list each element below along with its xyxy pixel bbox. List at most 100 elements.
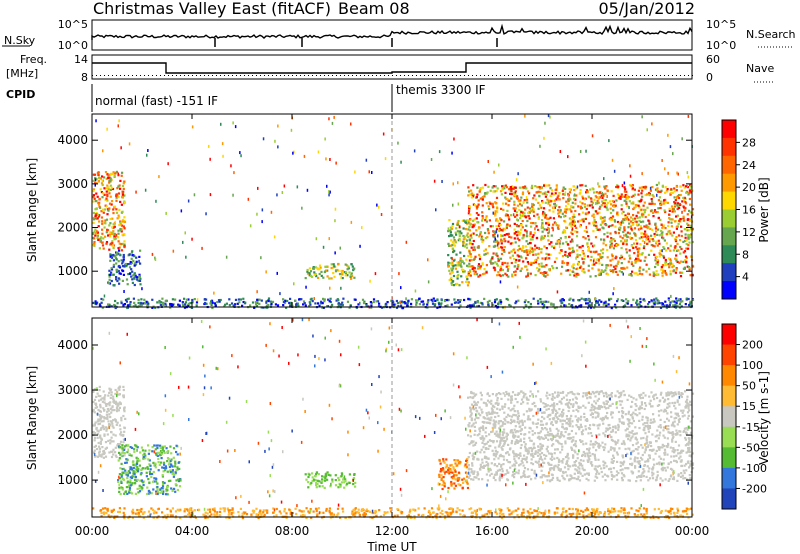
echo-cell (257, 516, 260, 520)
echo-cell (562, 299, 565, 302)
echo-cell (660, 268, 663, 271)
echo-cell (504, 196, 507, 199)
echo-cell (93, 449, 96, 452)
echo-cell (122, 253, 125, 257)
colorbar-tick-label: 28 (742, 136, 756, 149)
echo-cell (671, 210, 674, 213)
echo-cell (147, 458, 150, 461)
echo-cell (628, 249, 631, 252)
echo-cell (427, 515, 430, 518)
echo-cell (101, 306, 104, 309)
echo-cell (450, 511, 453, 514)
echo-cell (445, 470, 448, 473)
echo-cell (657, 516, 660, 519)
echo-cell (552, 206, 555, 210)
echo-cell (125, 458, 128, 461)
echo-cell (622, 230, 625, 234)
echo-cell (476, 267, 480, 270)
echo-cell (124, 490, 127, 493)
echo-cell (672, 231, 675, 234)
echo-cell (267, 297, 271, 300)
echo-cell (606, 189, 609, 192)
echo-cell (386, 301, 389, 304)
echo-cell (594, 224, 597, 227)
echo-cell (262, 509, 265, 512)
echo-cell (110, 440, 113, 443)
echo-cell (625, 202, 628, 205)
echo-cell (421, 300, 425, 303)
echo-cell (117, 510, 120, 513)
echo-cell (105, 177, 108, 180)
echo-cell (105, 218, 109, 221)
echo-cell (488, 299, 491, 302)
echo-cell (652, 271, 655, 274)
echo-cell (588, 300, 591, 303)
echo-cell (112, 244, 115, 247)
echo-cell (623, 234, 626, 237)
echo-cell (306, 268, 309, 272)
echo-cell (657, 239, 660, 242)
echo-cell (124, 471, 127, 474)
echo-cell (496, 264, 499, 267)
echo-cell (622, 299, 625, 302)
echo-cell (491, 202, 494, 205)
echo-cell (294, 507, 297, 510)
echo-cell (672, 269, 675, 272)
echo-cell (341, 273, 344, 276)
echo-cell (655, 297, 658, 300)
echo-cell (104, 394, 107, 397)
echo-cell (187, 298, 190, 301)
nave-dot (540, 75, 541, 76)
echo-cell (93, 237, 96, 240)
echo-cell (161, 466, 164, 469)
echo-cell (627, 512, 630, 515)
noise-cell (398, 272, 400, 276)
echo-cell (612, 270, 615, 273)
echo-cell (518, 233, 521, 236)
echo-cell (616, 300, 619, 303)
echo-cell (521, 226, 524, 229)
echo-cell (549, 187, 552, 190)
echo-cell (492, 190, 495, 193)
echo-cell (599, 205, 602, 208)
echo-cell (452, 284, 456, 287)
echo-cell (174, 483, 177, 486)
echo-cell (453, 298, 456, 301)
echo-cell (92, 400, 95, 404)
echo-cell (165, 516, 168, 519)
echo-cell (450, 463, 453, 467)
echo-cell (469, 298, 472, 301)
echo-cell (664, 258, 667, 262)
noise-cell (573, 193, 576, 197)
echo-cell (142, 302, 145, 305)
echo-cell (536, 256, 540, 259)
echo-cell (597, 273, 600, 277)
noise-cell (350, 220, 353, 224)
echo-cell (505, 225, 508, 228)
echo-cell (572, 206, 575, 209)
echo-cell (652, 244, 655, 247)
echo-cell (590, 255, 593, 258)
echo-cell (575, 194, 578, 197)
echo-cell (166, 470, 169, 473)
echo-cell (532, 234, 535, 237)
echo-cell (641, 515, 644, 518)
echo-cell (357, 511, 360, 514)
echo-cell (469, 223, 472, 226)
echo-cell (544, 214, 548, 217)
echo-cell (123, 410, 126, 413)
echo-cell (100, 301, 103, 304)
echo-cell (328, 277, 331, 280)
echo-cell (446, 304, 449, 307)
echo-cell (624, 216, 627, 219)
echo-cell (266, 509, 269, 512)
colorbar-tick-label: 20 (742, 181, 756, 194)
echo-cell (361, 298, 365, 301)
noise-cell (334, 251, 336, 255)
cpid-mode-2: themis 3300 IF (396, 83, 486, 97)
echo-cell (577, 220, 580, 223)
noise-cell (138, 259, 140, 263)
echo-cell (676, 260, 679, 263)
echo-cell (107, 439, 110, 442)
echo-cell (620, 254, 623, 257)
